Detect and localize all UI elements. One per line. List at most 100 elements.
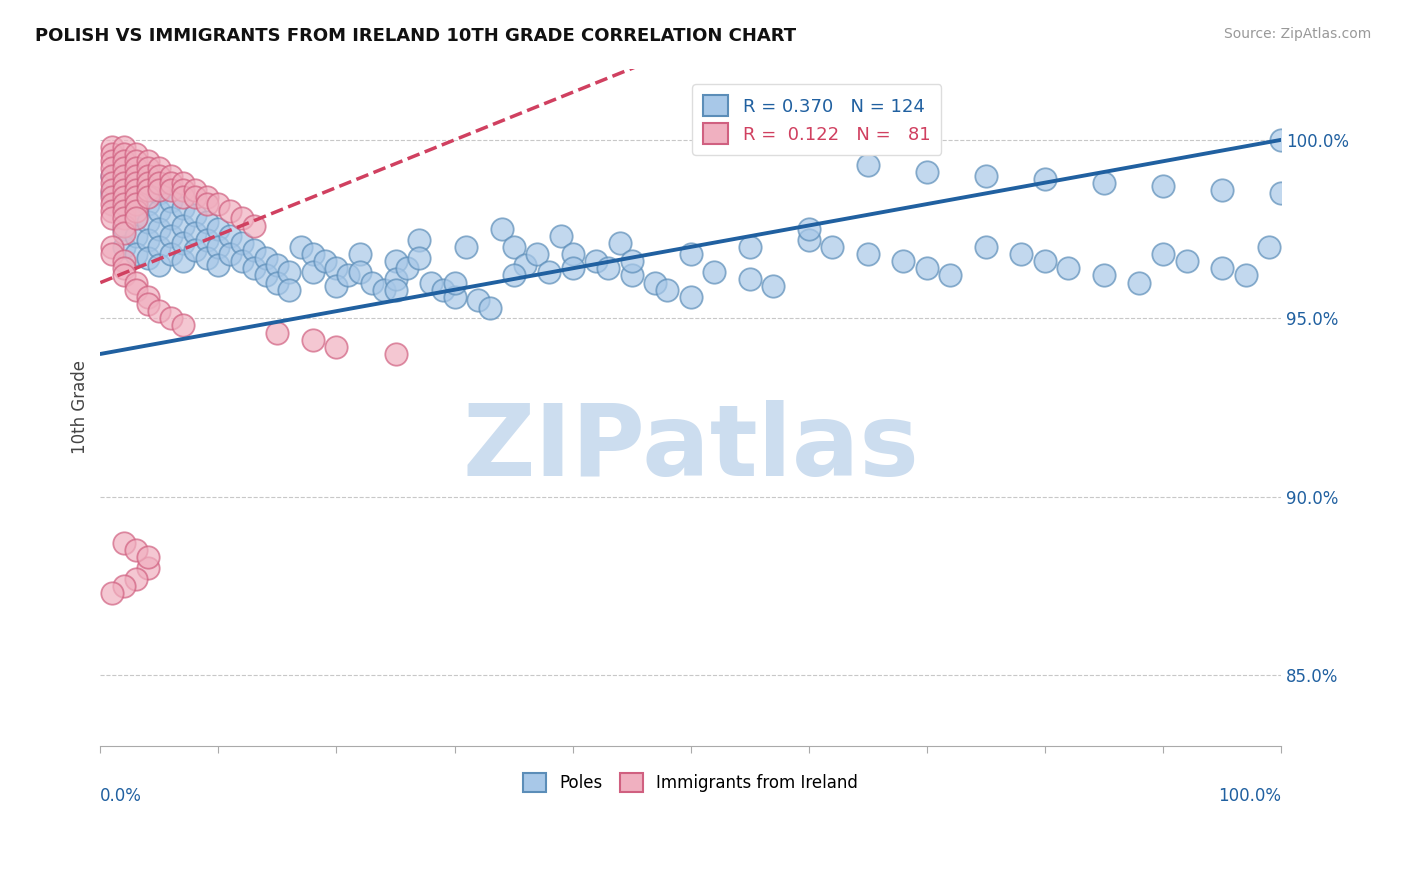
Point	[112, 254, 135, 268]
Point	[112, 186, 135, 201]
Point	[278, 283, 301, 297]
Point	[644, 276, 666, 290]
Point	[585, 254, 607, 268]
Point	[101, 169, 124, 183]
Point	[561, 247, 583, 261]
Point	[195, 190, 218, 204]
Point	[491, 222, 513, 236]
Point	[136, 197, 159, 211]
Point	[101, 169, 124, 183]
Point	[125, 183, 148, 197]
Point	[184, 244, 207, 258]
Point	[231, 254, 253, 268]
Point	[136, 297, 159, 311]
Point	[443, 290, 465, 304]
Point	[254, 268, 277, 283]
Point	[101, 247, 124, 261]
Point	[384, 347, 406, 361]
Point	[1258, 240, 1281, 254]
Point	[125, 229, 148, 244]
Point	[432, 283, 454, 297]
Point	[136, 190, 159, 204]
Point	[148, 204, 170, 219]
Y-axis label: 10th Grade: 10th Grade	[72, 360, 89, 455]
Point	[1211, 183, 1233, 197]
Point	[125, 247, 148, 261]
Point	[219, 204, 242, 219]
Point	[1092, 268, 1115, 283]
Point	[195, 251, 218, 265]
Point	[561, 261, 583, 276]
Point	[160, 176, 183, 190]
Point	[136, 215, 159, 229]
Point	[384, 254, 406, 268]
Point	[1033, 254, 1056, 268]
Point	[148, 258, 170, 272]
Point	[207, 197, 229, 211]
Point	[478, 301, 501, 315]
Point	[915, 165, 938, 179]
Point	[125, 194, 148, 208]
Point	[101, 211, 124, 226]
Point	[325, 340, 347, 354]
Point	[172, 176, 194, 190]
Point	[939, 268, 962, 283]
Point	[160, 169, 183, 183]
Point	[184, 190, 207, 204]
Point	[136, 290, 159, 304]
Point	[797, 222, 820, 236]
Point	[112, 169, 135, 183]
Point	[125, 211, 148, 226]
Point	[797, 233, 820, 247]
Point	[266, 276, 288, 290]
Point	[856, 247, 879, 261]
Point	[1033, 172, 1056, 186]
Point	[526, 247, 548, 261]
Point	[112, 176, 135, 190]
Point	[1128, 276, 1150, 290]
Point	[112, 222, 135, 236]
Point	[112, 261, 135, 276]
Point	[1057, 261, 1080, 276]
Point	[974, 240, 997, 254]
Point	[148, 222, 170, 236]
Point	[172, 219, 194, 233]
Point	[325, 261, 347, 276]
Point	[502, 268, 524, 283]
Point	[349, 265, 371, 279]
Point	[278, 265, 301, 279]
Point	[112, 536, 135, 550]
Point	[148, 240, 170, 254]
Text: 0.0%: 0.0%	[100, 787, 142, 805]
Point	[207, 240, 229, 254]
Point	[112, 140, 135, 154]
Point	[125, 161, 148, 176]
Point	[738, 272, 761, 286]
Point	[148, 161, 170, 176]
Point	[231, 236, 253, 251]
Point	[136, 183, 159, 197]
Point	[112, 147, 135, 161]
Text: ZIPatlas: ZIPatlas	[463, 400, 920, 497]
Point	[148, 304, 170, 318]
Point	[302, 247, 325, 261]
Point	[384, 272, 406, 286]
Point	[136, 154, 159, 169]
Point	[112, 190, 135, 204]
Point	[160, 311, 183, 326]
Point	[195, 215, 218, 229]
Point	[172, 254, 194, 268]
Point	[349, 247, 371, 261]
Point	[112, 154, 135, 169]
Point	[136, 561, 159, 575]
Point	[101, 197, 124, 211]
Point	[302, 265, 325, 279]
Point	[136, 251, 159, 265]
Point	[101, 161, 124, 176]
Point	[125, 154, 148, 169]
Point	[207, 258, 229, 272]
Point	[112, 183, 135, 197]
Point	[184, 226, 207, 240]
Point	[243, 261, 266, 276]
Point	[219, 229, 242, 244]
